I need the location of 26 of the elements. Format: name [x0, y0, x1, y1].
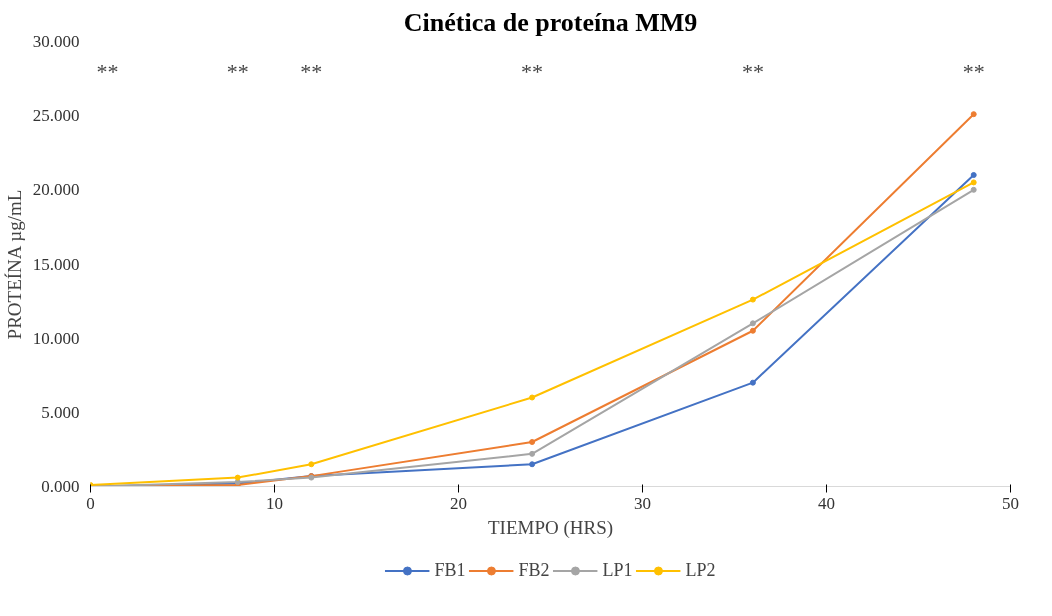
- annotation: **: [521, 59, 544, 84]
- x-tick-label: 20: [450, 493, 467, 513]
- legend-label: LP2: [685, 559, 716, 581]
- chart-title: Cinética de proteína MM9: [403, 7, 698, 37]
- annotation: **: [741, 59, 764, 84]
- y-tick-label: 0.000: [41, 477, 80, 496]
- x-tick-label: 40: [818, 493, 835, 513]
- annotation: **: [226, 59, 249, 84]
- y-tick-label: 10.000: [32, 328, 80, 348]
- annotation: **: [300, 59, 323, 84]
- x-tick-label: 0: [86, 493, 95, 513]
- legend-label: FB2: [518, 559, 550, 581]
- y-tick-label: 15.000: [32, 254, 80, 274]
- x-axis-title: TIEMPO (HRS): [487, 516, 614, 539]
- y-tick-label: 20.000: [32, 180, 80, 200]
- legend-label: LP1: [602, 559, 633, 581]
- annotation: **: [962, 59, 985, 84]
- y-axis-title: PROTEÍNA µg/mL: [3, 189, 25, 340]
- annotation: **: [96, 59, 119, 84]
- x-tick-label: 50: [1002, 493, 1019, 513]
- x-tick-label: 30: [634, 493, 651, 513]
- legend-label: FB1: [434, 559, 466, 581]
- x-tick-label: 10: [266, 493, 283, 513]
- y-tick-label: 30.000: [32, 32, 80, 51]
- y-tick-label: 5.000: [41, 402, 80, 422]
- y-tick-label: 25.000: [32, 106, 80, 126]
